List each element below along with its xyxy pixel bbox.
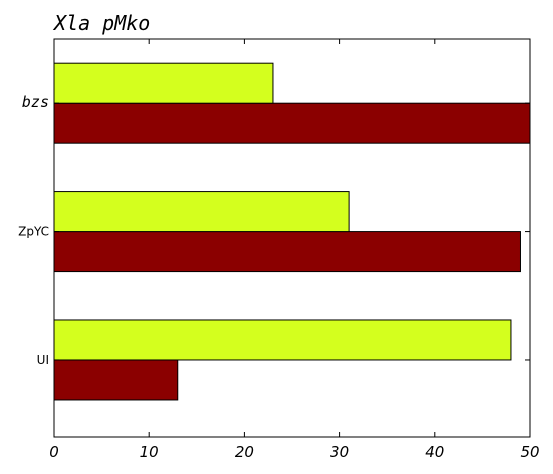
x-tick-label: 50: [520, 443, 539, 461]
x-axis: 0 10 20 30 40 50: [49, 39, 540, 461]
bar-ui-series-1: [53, 359, 179, 401]
bar-ui-series-2: [53, 319, 512, 361]
chart-title: Xla pMko: [52, 11, 150, 35]
x-tick-label: 30: [330, 443, 349, 461]
bar-zpyc-series-1: [53, 231, 521, 273]
x-tick-label: 0: [49, 443, 59, 461]
bar-zpyc-series-2: [53, 191, 350, 233]
y-axis: UI ZpYC bzs: [18, 93, 530, 367]
bars-layer: [53, 62, 531, 401]
x-tick-label: 40: [425, 443, 444, 461]
x-tick-label: 20: [235, 443, 254, 461]
y-tick-label-zpyc: ZpYC: [18, 225, 49, 239]
bar-bzs-series-2: [53, 62, 274, 104]
x-tick-label: 10: [140, 443, 159, 461]
y-tick-label-bzs: bzs: [22, 93, 49, 111]
bar-bzs-series-1: [53, 102, 531, 144]
y-tick-label-ui: UI: [37, 353, 49, 367]
